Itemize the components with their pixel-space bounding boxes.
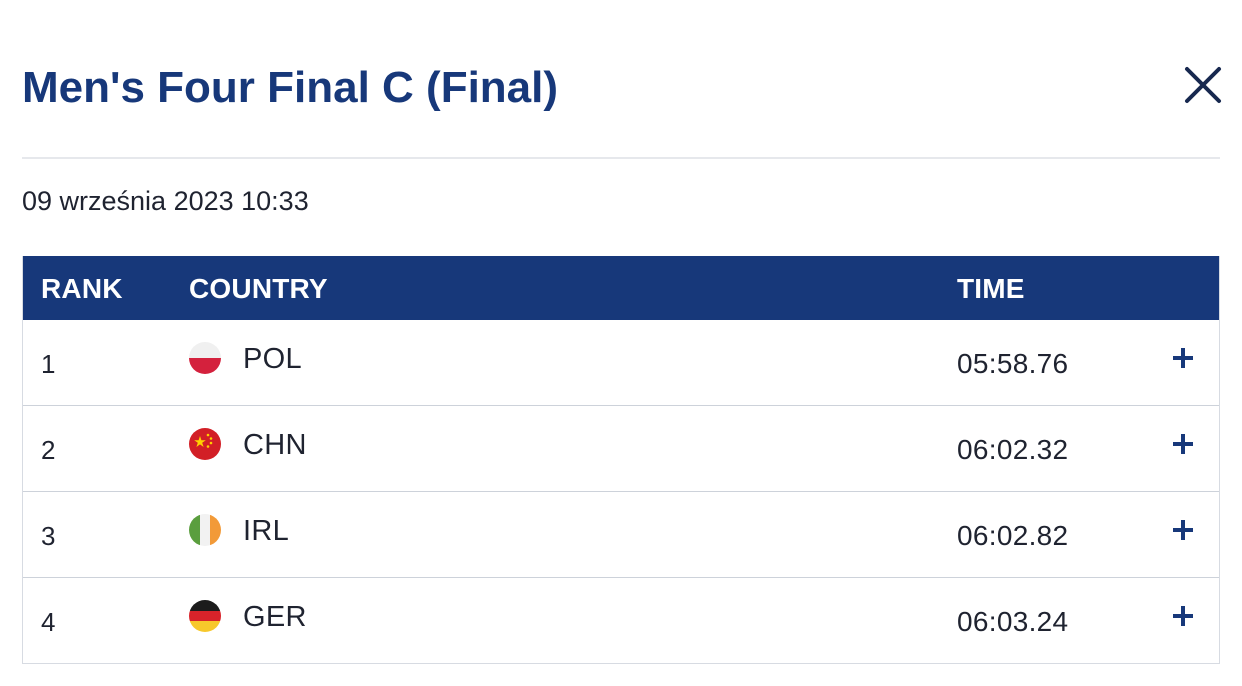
plus-icon[interactable] <box>1172 347 1194 369</box>
header-time: TIME <box>957 273 1025 304</box>
time-cell: 06:03.24 <box>957 606 1069 637</box>
table-header: RANK COUNTRY TIME <box>23 256 1219 320</box>
table-row: 3 IRL 06:02.82 <box>23 492 1219 578</box>
modal-title: Men's Four Final C (Final) <box>22 63 559 112</box>
poland-flag-icon <box>189 342 221 374</box>
time-cell: 06:02.82 <box>957 520 1069 551</box>
expand-row-button[interactable] <box>1169 344 1197 372</box>
germany-flag-icon <box>189 600 221 632</box>
rank-cell: 3 <box>41 521 56 551</box>
header-rank: RANK <box>41 273 123 304</box>
country-cell: POL <box>243 343 302 375</box>
results-table: RANK COUNTRY TIME 1 POL 05:58.76 <box>22 256 1220 664</box>
time-cell: 06:02.32 <box>957 434 1069 465</box>
table-row: 2 CHN 06:02.32 <box>23 406 1219 492</box>
country-cell: IRL <box>243 515 290 547</box>
plus-icon[interactable] <box>1172 605 1194 627</box>
rank-cell: 2 <box>41 435 56 465</box>
time-cell: 05:58.76 <box>957 348 1069 379</box>
table-row: 4 GER 06:03.24 <box>23 578 1219 663</box>
plus-icon[interactable] <box>1172 519 1194 541</box>
header-country: COUNTRY <box>189 273 328 304</box>
rank-cell: 4 <box>41 607 56 637</box>
expand-row-button[interactable] <box>1169 602 1197 630</box>
table-row: 1 POL 05:58.76 <box>23 320 1219 406</box>
header-divider <box>22 157 1220 159</box>
ireland-flag-icon <box>189 514 221 546</box>
rank-cell: 1 <box>41 349 56 379</box>
race-date: 09 września 2023 10:33 <box>22 186 309 216</box>
close-icon[interactable] <box>1184 66 1222 109</box>
close-button[interactable] <box>1178 62 1228 112</box>
expand-row-button[interactable] <box>1169 430 1197 458</box>
country-cell: CHN <box>243 429 307 461</box>
china-flag-icon <box>189 428 221 460</box>
plus-icon[interactable] <box>1172 433 1194 455</box>
expand-row-button[interactable] <box>1169 516 1197 544</box>
country-cell: GER <box>243 601 307 633</box>
